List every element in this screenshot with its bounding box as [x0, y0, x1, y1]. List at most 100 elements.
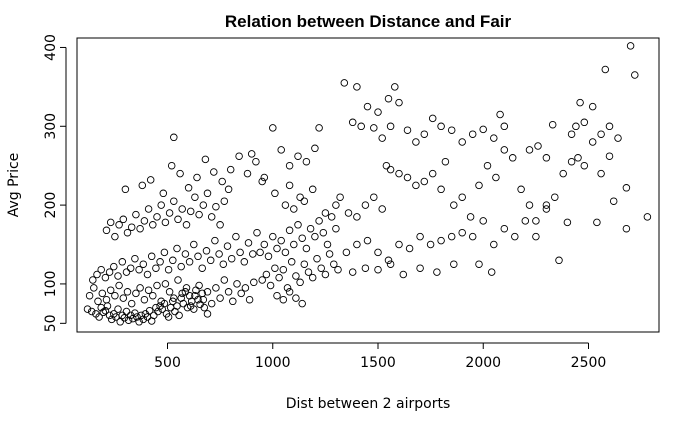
- data-point: [133, 313, 141, 321]
- data-point: [184, 184, 193, 192]
- data-point: [271, 189, 279, 198]
- data-point: [580, 161, 589, 170]
- y-tick-label: 100: [43, 271, 59, 298]
- data-point: [157, 297, 165, 306]
- data-point: [201, 155, 210, 164]
- plot-frame: [76, 37, 660, 333]
- data-point: [247, 150, 256, 158]
- data-point: [500, 146, 509, 154]
- data-point: [416, 232, 424, 241]
- data-point: [152, 264, 160, 272]
- data-point: [161, 218, 170, 227]
- data-point: [224, 185, 233, 194]
- data-point: [271, 264, 279, 272]
- data-point: [384, 256, 393, 265]
- data-point: [233, 280, 241, 288]
- y-tick-label: 300: [43, 113, 59, 140]
- data-point: [131, 254, 139, 263]
- data-point: [426, 240, 435, 249]
- data-point: [378, 134, 386, 142]
- data-point: [378, 205, 386, 213]
- data-point: [391, 83, 399, 91]
- data-point: [149, 291, 157, 300]
- data-point: [123, 288, 132, 296]
- data-point: [281, 248, 290, 257]
- data-point: [294, 221, 302, 229]
- data-point: [101, 273, 110, 282]
- data-point: [458, 138, 466, 146]
- data-point: [260, 173, 269, 182]
- data-point: [176, 169, 184, 178]
- data-point: [199, 201, 208, 209]
- data-point: [212, 202, 220, 211]
- x-tick-label: 2000: [465, 355, 501, 371]
- data-point: [140, 217, 149, 225]
- data-point: [174, 276, 182, 284]
- data-point: [468, 232, 477, 241]
- data-point: [525, 146, 534, 154]
- data-point: [195, 210, 203, 219]
- data-point: [342, 248, 351, 257]
- data-point: [181, 250, 190, 258]
- data-point: [300, 197, 309, 205]
- data-point: [203, 288, 212, 296]
- y-axis-label: Avg Price: [6, 153, 22, 218]
- data-point: [186, 302, 195, 310]
- data-point: [580, 118, 589, 127]
- data-point: [542, 154, 551, 162]
- data-point: [256, 248, 264, 257]
- data-point: [447, 126, 456, 134]
- data-point: [521, 217, 530, 225]
- data-point: [136, 224, 144, 233]
- data-point: [593, 218, 601, 227]
- data-point: [370, 193, 378, 201]
- data-point: [136, 284, 144, 292]
- data-point: [122, 307, 131, 316]
- data-point: [420, 177, 429, 186]
- data-point: [450, 260, 458, 268]
- x-axis: 500 1000 1500 2000 2500: [154, 342, 606, 371]
- data-point: [83, 305, 92, 313]
- data-point: [185, 258, 194, 266]
- data-point: [119, 294, 128, 302]
- data-point: [191, 193, 199, 201]
- data-point: [273, 244, 281, 253]
- data-point: [304, 268, 313, 276]
- data-point: [240, 258, 249, 266]
- data-point: [325, 250, 334, 258]
- data-point: [140, 295, 149, 304]
- data-point: [609, 197, 618, 205]
- data-point: [302, 244, 311, 253]
- data-point: [212, 284, 220, 292]
- data-point: [315, 124, 323, 132]
- data-point: [264, 252, 273, 261]
- data-point: [146, 176, 155, 184]
- data-point: [403, 173, 412, 182]
- data-point: [332, 201, 340, 209]
- data-point: [87, 307, 96, 316]
- data-point: [475, 260, 483, 268]
- data-point: [370, 124, 378, 132]
- data-point: [193, 173, 201, 182]
- data-points: [83, 42, 652, 326]
- data-point: [321, 209, 330, 217]
- data-point: [227, 254, 236, 263]
- data-point: [433, 268, 441, 276]
- data-point: [416, 264, 424, 272]
- data-point: [105, 311, 114, 320]
- data-point: [121, 185, 130, 194]
- data-point: [572, 122, 580, 131]
- data-point: [622, 224, 631, 233]
- data-point: [622, 184, 631, 192]
- data-point: [447, 232, 456, 241]
- data-point: [167, 161, 176, 170]
- data-point: [597, 130, 605, 138]
- data-point: [490, 240, 498, 249]
- data-point: [323, 240, 332, 249]
- data-point: [302, 157, 311, 166]
- data-point: [160, 248, 169, 257]
- data-point: [250, 278, 258, 287]
- data-point: [500, 122, 509, 131]
- data-point: [203, 310, 212, 318]
- data-point: [102, 295, 111, 304]
